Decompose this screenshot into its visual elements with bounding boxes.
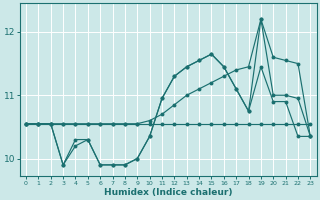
- X-axis label: Humidex (Indice chaleur): Humidex (Indice chaleur): [104, 188, 232, 197]
